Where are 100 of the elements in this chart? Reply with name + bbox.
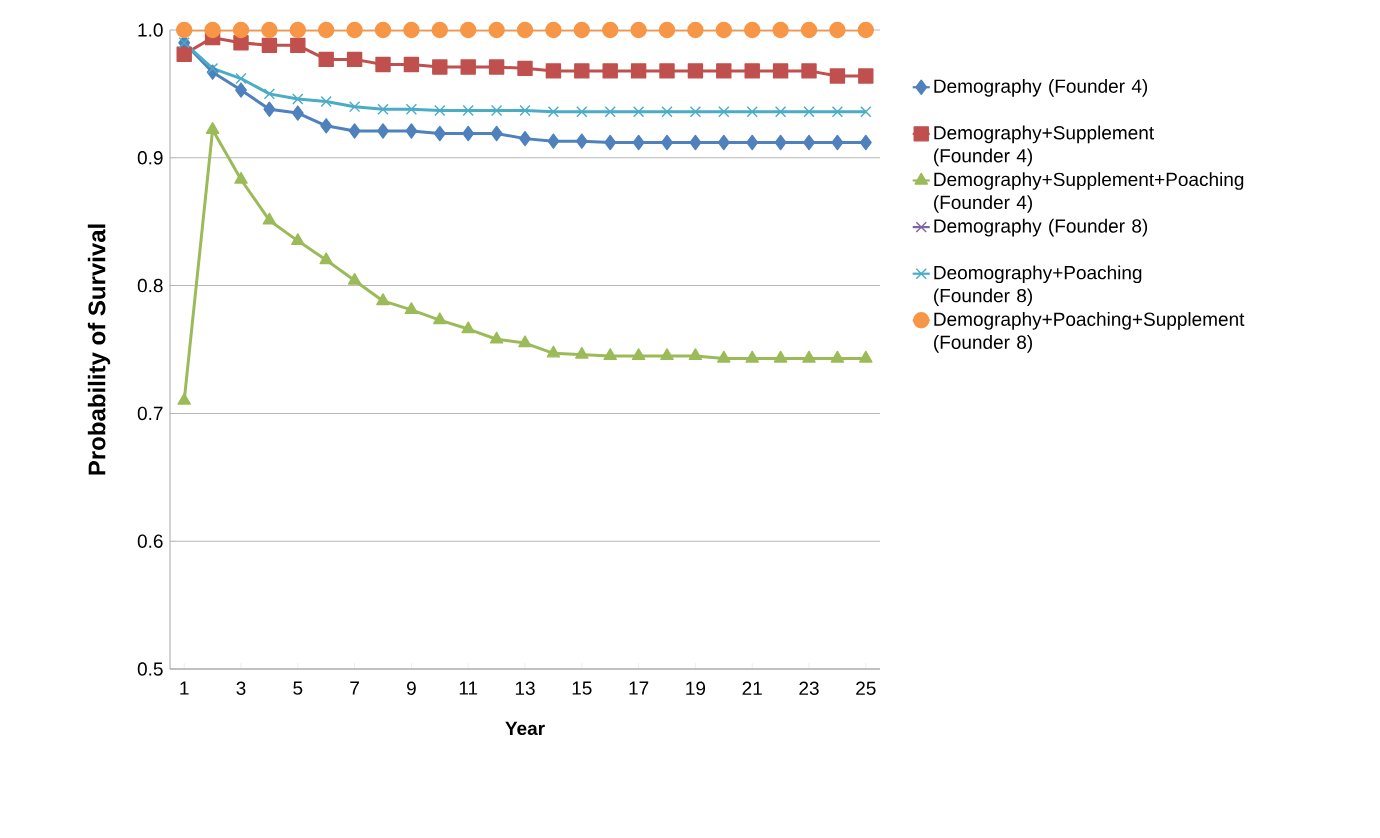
point	[261, 21, 278, 39]
point	[746, 106, 758, 118]
point	[858, 68, 874, 84]
point	[289, 21, 306, 39]
x-tick-label: 19	[686, 681, 706, 695]
point	[403, 56, 420, 73]
point	[516, 21, 534, 39]
point	[518, 335, 532, 348]
point	[860, 106, 872, 118]
x-tick-label: 17	[629, 681, 649, 695]
point	[859, 134, 872, 151]
point	[431, 21, 449, 39]
point	[462, 104, 474, 117]
point	[800, 21, 818, 39]
point	[318, 51, 334, 68]
legend-label: Demography (Founder 8)	[934, 218, 1148, 237]
point	[232, 21, 250, 39]
point	[432, 59, 448, 75]
point	[462, 125, 475, 142]
point	[204, 21, 221, 39]
point	[661, 134, 673, 151]
point	[233, 35, 249, 51]
point	[490, 104, 503, 117]
point	[744, 21, 761, 39]
point	[519, 104, 531, 117]
point	[602, 63, 618, 79]
point	[687, 21, 704, 39]
point	[689, 134, 702, 151]
point	[176, 21, 193, 39]
point	[630, 63, 647, 79]
point	[603, 348, 617, 361]
point	[773, 350, 788, 363]
point	[519, 130, 531, 147]
point	[772, 63, 789, 79]
point	[318, 21, 335, 39]
x-tick-label: 1	[180, 681, 189, 695]
point	[802, 350, 816, 363]
point	[632, 106, 645, 118]
point	[177, 392, 191, 405]
point	[689, 106, 702, 118]
point	[547, 133, 560, 149]
point	[460, 59, 476, 75]
point	[405, 123, 418, 139]
point	[631, 348, 646, 361]
point	[262, 212, 277, 225]
point	[320, 95, 332, 108]
point	[859, 350, 873, 363]
point	[234, 171, 248, 184]
y-tick-label: 0.8	[137, 278, 163, 293]
x-axis-title: Year	[505, 721, 545, 736]
x-tick-label: 15	[572, 681, 592, 695]
point	[831, 134, 844, 151]
point	[433, 312, 447, 325]
x-tick-label: 7	[350, 681, 359, 695]
point	[688, 348, 703, 361]
x-tick-label: 5	[293, 681, 303, 695]
point	[348, 101, 361, 113]
x-tick-label: 3	[236, 681, 246, 695]
point	[574, 63, 590, 79]
point	[717, 134, 730, 151]
y-tick-label: 0.7	[137, 406, 163, 421]
x-tick-label: 13	[515, 681, 535, 695]
point	[604, 134, 617, 151]
point	[632, 134, 645, 151]
y-tick-label: 0.9	[137, 151, 163, 165]
x-tick-label: 9	[407, 681, 416, 695]
point	[715, 21, 733, 39]
point	[831, 106, 844, 118]
point	[377, 103, 389, 115]
y-tick-label: 0.5	[137, 662, 163, 676]
point	[830, 350, 845, 363]
point	[545, 63, 562, 79]
legend-label: Demography+Supplement+Poaching (Founder 4)	[934, 172, 1244, 213]
point	[404, 302, 419, 315]
point	[434, 104, 446, 117]
point	[375, 56, 391, 73]
y-axis-title: Probability of Survival	[87, 224, 111, 475]
point	[576, 106, 588, 118]
point	[829, 68, 846, 84]
point	[488, 59, 505, 75]
x-tick-label: 21	[742, 681, 762, 695]
point	[347, 272, 362, 285]
point	[346, 21, 363, 39]
point	[235, 72, 247, 85]
x-tick-label: 23	[799, 681, 819, 695]
point	[490, 125, 503, 142]
legend-label: Demography+Supplement (Founder 4)	[934, 125, 1154, 167]
point	[857, 21, 875, 39]
point	[717, 350, 731, 363]
point	[489, 331, 504, 344]
point	[774, 134, 787, 151]
point	[517, 60, 533, 77]
legend-label: Demography (Founder 4)	[934, 78, 1148, 97]
point	[377, 123, 389, 139]
point	[746, 134, 759, 151]
legend-label: Deomography+Poaching (Founder 8)	[934, 265, 1142, 307]
x-tick-label: 11	[459, 681, 478, 695]
point	[745, 350, 759, 363]
point	[659, 63, 675, 79]
point	[573, 21, 591, 39]
